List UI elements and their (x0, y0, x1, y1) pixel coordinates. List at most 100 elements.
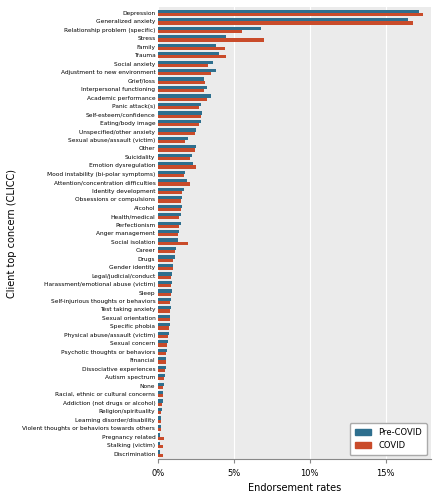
Bar (158, 445, 162, 448)
Bar (158, 132, 194, 134)
Bar (158, 436, 164, 440)
Bar (158, 450, 160, 454)
Bar (158, 55, 226, 58)
Bar (158, 247, 177, 250)
Bar (158, 166, 196, 168)
X-axis label: Endorsement rates: Endorsement rates (248, 483, 341, 493)
Bar (158, 18, 408, 22)
Bar (158, 290, 172, 292)
Bar (158, 162, 193, 166)
Bar (158, 416, 161, 420)
Bar (158, 80, 205, 84)
Bar (158, 402, 162, 406)
Bar (158, 400, 162, 402)
Bar (158, 30, 241, 33)
Bar (158, 204, 182, 208)
Bar (158, 69, 216, 72)
Bar (158, 120, 201, 123)
Legend: Pre-COVID, COVID: Pre-COVID, COVID (350, 423, 427, 456)
Bar (158, 298, 171, 301)
Bar (158, 326, 169, 330)
Bar (158, 306, 171, 310)
Bar (158, 366, 166, 369)
Bar (158, 208, 181, 211)
Bar (158, 114, 201, 118)
Bar (158, 284, 171, 288)
Bar (158, 323, 170, 326)
Bar (158, 200, 181, 202)
Bar (158, 106, 199, 110)
Bar (158, 408, 162, 411)
Bar (158, 230, 180, 233)
Bar (158, 318, 170, 321)
Bar (158, 72, 211, 76)
Bar (158, 103, 201, 106)
Bar (158, 148, 194, 152)
Bar (158, 112, 202, 114)
Bar (158, 188, 184, 191)
Bar (158, 258, 173, 262)
Bar (158, 301, 170, 304)
Bar (158, 348, 167, 352)
Bar (158, 340, 168, 344)
Bar (158, 191, 182, 194)
Bar (158, 123, 199, 126)
Bar (158, 276, 171, 279)
Bar (158, 78, 204, 80)
Bar (158, 264, 173, 267)
Bar (158, 170, 185, 174)
Bar (158, 47, 225, 50)
Bar (158, 352, 166, 355)
Bar (158, 281, 172, 284)
Bar (158, 314, 170, 318)
Bar (158, 344, 167, 346)
Bar (158, 145, 196, 148)
Bar (158, 292, 171, 296)
Bar (158, 26, 261, 30)
Bar (158, 374, 165, 378)
Bar (158, 238, 178, 242)
Bar (158, 256, 175, 258)
Bar (158, 310, 170, 312)
Bar (158, 13, 424, 16)
Bar (158, 382, 164, 386)
Bar (158, 216, 180, 220)
Bar (158, 222, 181, 224)
Bar (158, 386, 163, 389)
Bar (158, 98, 207, 101)
Bar (158, 357, 166, 360)
Bar (158, 267, 173, 270)
Bar (158, 174, 184, 177)
Bar (158, 454, 163, 457)
Bar (158, 272, 172, 276)
Bar (158, 391, 163, 394)
Bar (158, 420, 161, 423)
Bar (158, 411, 161, 414)
Bar (158, 425, 161, 428)
Bar (158, 179, 187, 182)
Bar (158, 38, 264, 42)
Bar (158, 137, 188, 140)
Bar (158, 154, 191, 157)
Bar (158, 196, 182, 200)
Bar (158, 64, 208, 67)
Bar (158, 52, 219, 55)
Bar (158, 442, 160, 445)
Bar (158, 335, 168, 338)
Bar (158, 35, 226, 38)
Bar (158, 86, 207, 89)
Bar (158, 22, 413, 25)
Bar (158, 182, 190, 186)
Bar (158, 10, 419, 13)
Bar (158, 213, 181, 216)
Bar (158, 157, 190, 160)
Bar (158, 369, 165, 372)
Bar (158, 428, 161, 432)
Bar (158, 44, 216, 47)
Bar (158, 394, 162, 398)
Bar (158, 434, 160, 436)
Bar (158, 128, 196, 132)
Y-axis label: Client top concern (CLICC): Client top concern (CLICC) (7, 168, 17, 298)
Bar (158, 378, 164, 380)
Bar (158, 94, 211, 98)
